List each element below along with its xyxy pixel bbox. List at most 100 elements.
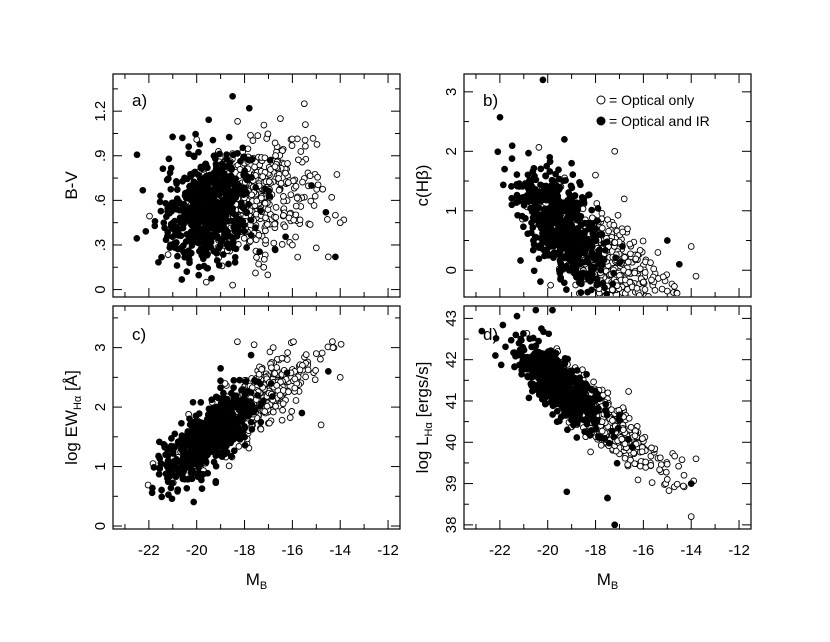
- point-optical-and-ir: [608, 427, 616, 435]
- point-optical-only: [337, 340, 345, 348]
- point-optical-only: [255, 231, 263, 239]
- data-points: [494, 76, 700, 353]
- point-optical-and-ir: [200, 207, 208, 215]
- point-optical-and-ir: [237, 157, 244, 165]
- x-tick-label: -12: [377, 542, 399, 559]
- point-optical-and-ir: [565, 404, 573, 411]
- point-optical-and-ir: [204, 469, 212, 477]
- point-optical-and-ir: [575, 377, 582, 384]
- point-optical-only: [249, 137, 257, 144]
- point-optical-and-ir: [541, 394, 549, 402]
- point-optical-only: [284, 160, 291, 167]
- point-optical-only: [678, 456, 686, 464]
- point-optical-and-ir: [593, 417, 601, 425]
- point-optical-only: [653, 297, 659, 303]
- point-optical-and-ir: [216, 150, 223, 158]
- point-optical-and-ir: [210, 152, 218, 160]
- point-optical-and-ir: [187, 228, 195, 236]
- point-optical-and-ir: [222, 420, 230, 428]
- point-optical-and-ir: [561, 357, 568, 364]
- point-optical-and-ir: [158, 493, 166, 501]
- point-optical-only: [202, 278, 210, 286]
- point-optical-and-ir: [162, 451, 169, 459]
- point-optical-and-ir: [529, 246, 537, 254]
- point-optical-and-ir: [247, 216, 255, 224]
- point-optical-and-ir: [230, 447, 238, 455]
- point-optical-and-ir: [538, 325, 545, 332]
- point-optical-and-ir: [205, 443, 212, 451]
- point-optical-only: [234, 338, 241, 346]
- point-optical-and-ir: [568, 298, 574, 304]
- point-optical-and-ir: [226, 199, 234, 207]
- point-optical-and-ir: [228, 411, 236, 419]
- point-optical-only: [671, 283, 678, 290]
- x-tick-label: -16: [282, 542, 304, 559]
- point-optical-and-ir: [585, 220, 593, 227]
- point-optical-and-ir: [615, 416, 623, 424]
- point-optical-and-ir: [222, 179, 229, 187]
- y-axis-label: B-V: [62, 171, 81, 200]
- point-optical-and-ir: [529, 168, 537, 175]
- point-optical-only: [328, 194, 336, 201]
- point-optical-and-ir: [549, 192, 557, 200]
- point-optical-and-ir: [508, 155, 516, 162]
- point-optical-and-ir: [209, 136, 217, 144]
- point-optical-and-ir: [163, 233, 171, 240]
- point-optical-and-ir: [243, 244, 250, 251]
- point-optical-only: [266, 419, 273, 427]
- point-optical-and-ir: [535, 391, 543, 398]
- point-optical-and-ir: [200, 218, 208, 226]
- point-optical-only: [260, 263, 268, 271]
- point-optical-only: [271, 220, 279, 228]
- point-optical-and-ir: [594, 217, 601, 225]
- point-optical-and-ir: [556, 390, 564, 398]
- point-optical-and-ir: [190, 498, 198, 506]
- point-optical-and-ir: [167, 484, 175, 492]
- point-optical-and-ir: [204, 250, 211, 258]
- point-optical-only: [632, 255, 640, 263]
- point-optical-only: [264, 221, 271, 228]
- point-optical-and-ir: [156, 198, 164, 206]
- point-optical-and-ir: [213, 175, 221, 182]
- point-optical-and-ir: [539, 213, 546, 221]
- point-optical-and-ir: [612, 254, 619, 262]
- point-optical-and-ir: [224, 232, 231, 240]
- point-optical-and-ir: [151, 217, 159, 225]
- point-optical-only: [650, 347, 656, 353]
- panel-d: 38 39 40 41 42 43 -22 -20 -18 -16 -14 -12 log LHα [e…: [413, 305, 752, 592]
- point-optical-only: [588, 214, 596, 222]
- point-optical-and-ir: [196, 461, 204, 468]
- point-optical-and-ir: [536, 242, 543, 249]
- point-optical-and-ir: [189, 398, 197, 406]
- plot-frame: [463, 305, 752, 530]
- point-optical-and-ir: [213, 163, 220, 171]
- point-optical-only: [631, 460, 639, 468]
- point-optical-and-ir: [589, 230, 597, 238]
- point-optical-and-ir: [559, 231, 567, 239]
- point-optical-only: [291, 384, 299, 392]
- point-optical-and-ir: [517, 350, 525, 358]
- point-optical-only: [605, 227, 612, 235]
- data-points: [133, 92, 348, 289]
- point-optical-and-ir: [231, 259, 239, 266]
- point-optical-and-ir: [219, 251, 227, 258]
- point-optical-only: [547, 281, 554, 289]
- point-optical-only: [324, 216, 331, 223]
- point-optical-only: [278, 354, 286, 362]
- point-optical-only: [264, 130, 272, 138]
- point-optical-only: [636, 246, 644, 254]
- point-optical-only: [271, 139, 279, 147]
- point-optical-and-ir: [563, 488, 571, 496]
- point-optical-and-ir: [248, 426, 256, 433]
- y-tick-label: 43: [443, 310, 460, 327]
- point-optical-only: [278, 416, 286, 424]
- point-optical-and-ir: [588, 412, 595, 420]
- point-optical-and-ir: [266, 156, 274, 164]
- point-optical-and-ir: [530, 267, 538, 275]
- point-optical-and-ir: [225, 260, 232, 268]
- point-optical-and-ir: [223, 155, 231, 163]
- point-optical-only: [631, 432, 639, 440]
- point-optical-and-ir: [519, 361, 527, 368]
- point-optical-only: [253, 254, 260, 261]
